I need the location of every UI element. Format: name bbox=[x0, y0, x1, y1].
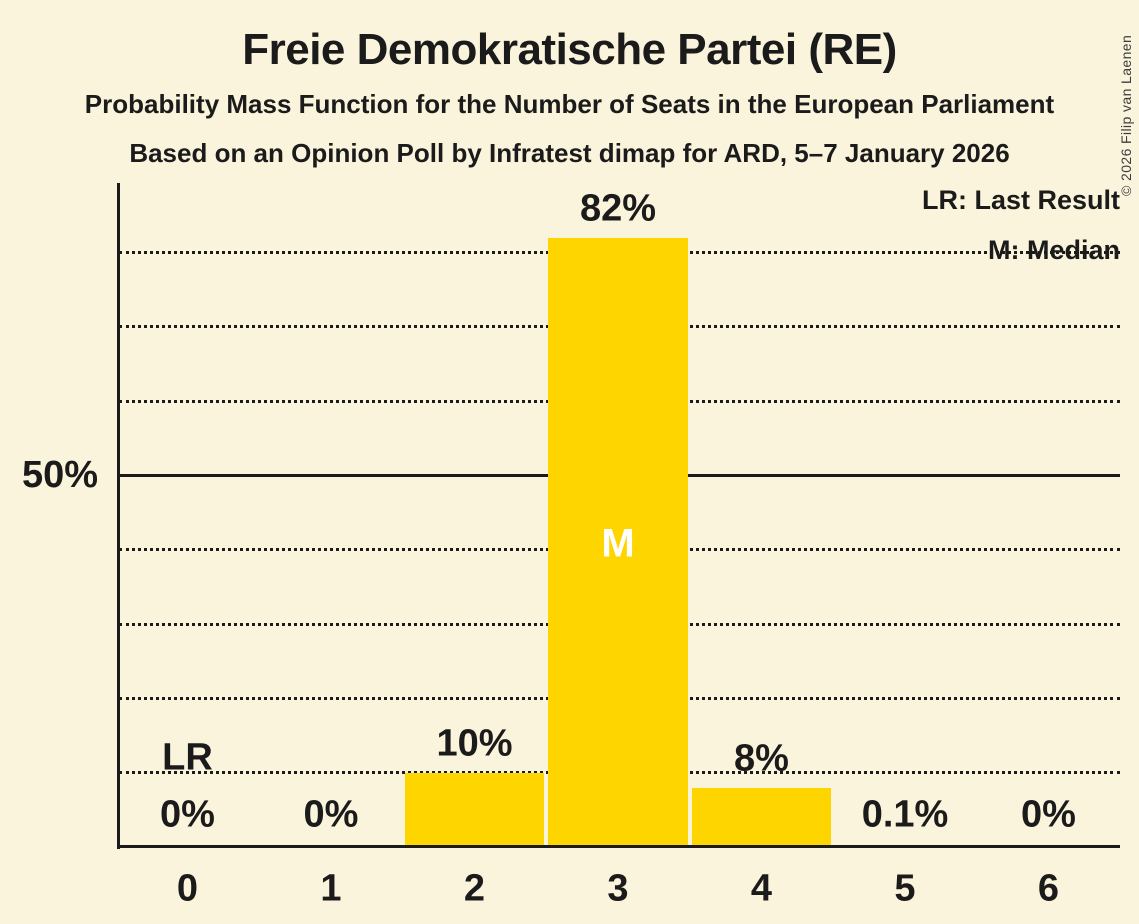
x-tick-label-1: 1 bbox=[320, 867, 342, 910]
x-tick-label-6: 6 bbox=[1037, 867, 1060, 910]
median-marker: M bbox=[601, 521, 635, 566]
last-result-marker: LR bbox=[162, 736, 213, 779]
x-tick-label-4: 4 bbox=[750, 867, 773, 910]
bar-value-label-seats-3: 82% bbox=[579, 187, 657, 230]
bar-value-label-seats-4: 8% bbox=[734, 737, 789, 780]
y-axis-50pct-label: 50% bbox=[21, 454, 98, 496]
bar-value-label-seats-2: 10% bbox=[436, 722, 513, 765]
bar-value-label-seats-0: 0% bbox=[160, 793, 215, 836]
bar-value-label-seats-1: 0% bbox=[303, 793, 359, 836]
y-axis-line bbox=[117, 183, 120, 849]
legend-median: M: Median bbox=[988, 235, 1120, 265]
bar-seats-4 bbox=[691, 787, 832, 847]
bar-value-label-seats-5: 0.1% bbox=[861, 793, 949, 836]
copyright-notice: © 2026 Filip van Laenen bbox=[1118, 34, 1134, 196]
bar-value-label-seats-6: 0% bbox=[1021, 793, 1076, 836]
x-tick-label-3: 3 bbox=[607, 867, 629, 910]
bar-seats-2 bbox=[404, 772, 545, 847]
x-axis-line bbox=[117, 845, 1120, 848]
chart-title: Freie Demokratische Partei (RE) bbox=[242, 25, 897, 74]
chart-subtitle: Probability Mass Function for the Number… bbox=[84, 89, 1055, 119]
x-tick-label-5: 5 bbox=[894, 867, 916, 910]
legend-last-result: LR: Last Result bbox=[921, 185, 1120, 215]
bar-seats-3 bbox=[548, 237, 688, 847]
chart-source-line: Based on an Opinion Poll by Infratest di… bbox=[129, 138, 1010, 168]
x-tick-label-2: 2 bbox=[463, 867, 486, 910]
x-tick-label-0: 0 bbox=[176, 867, 199, 910]
